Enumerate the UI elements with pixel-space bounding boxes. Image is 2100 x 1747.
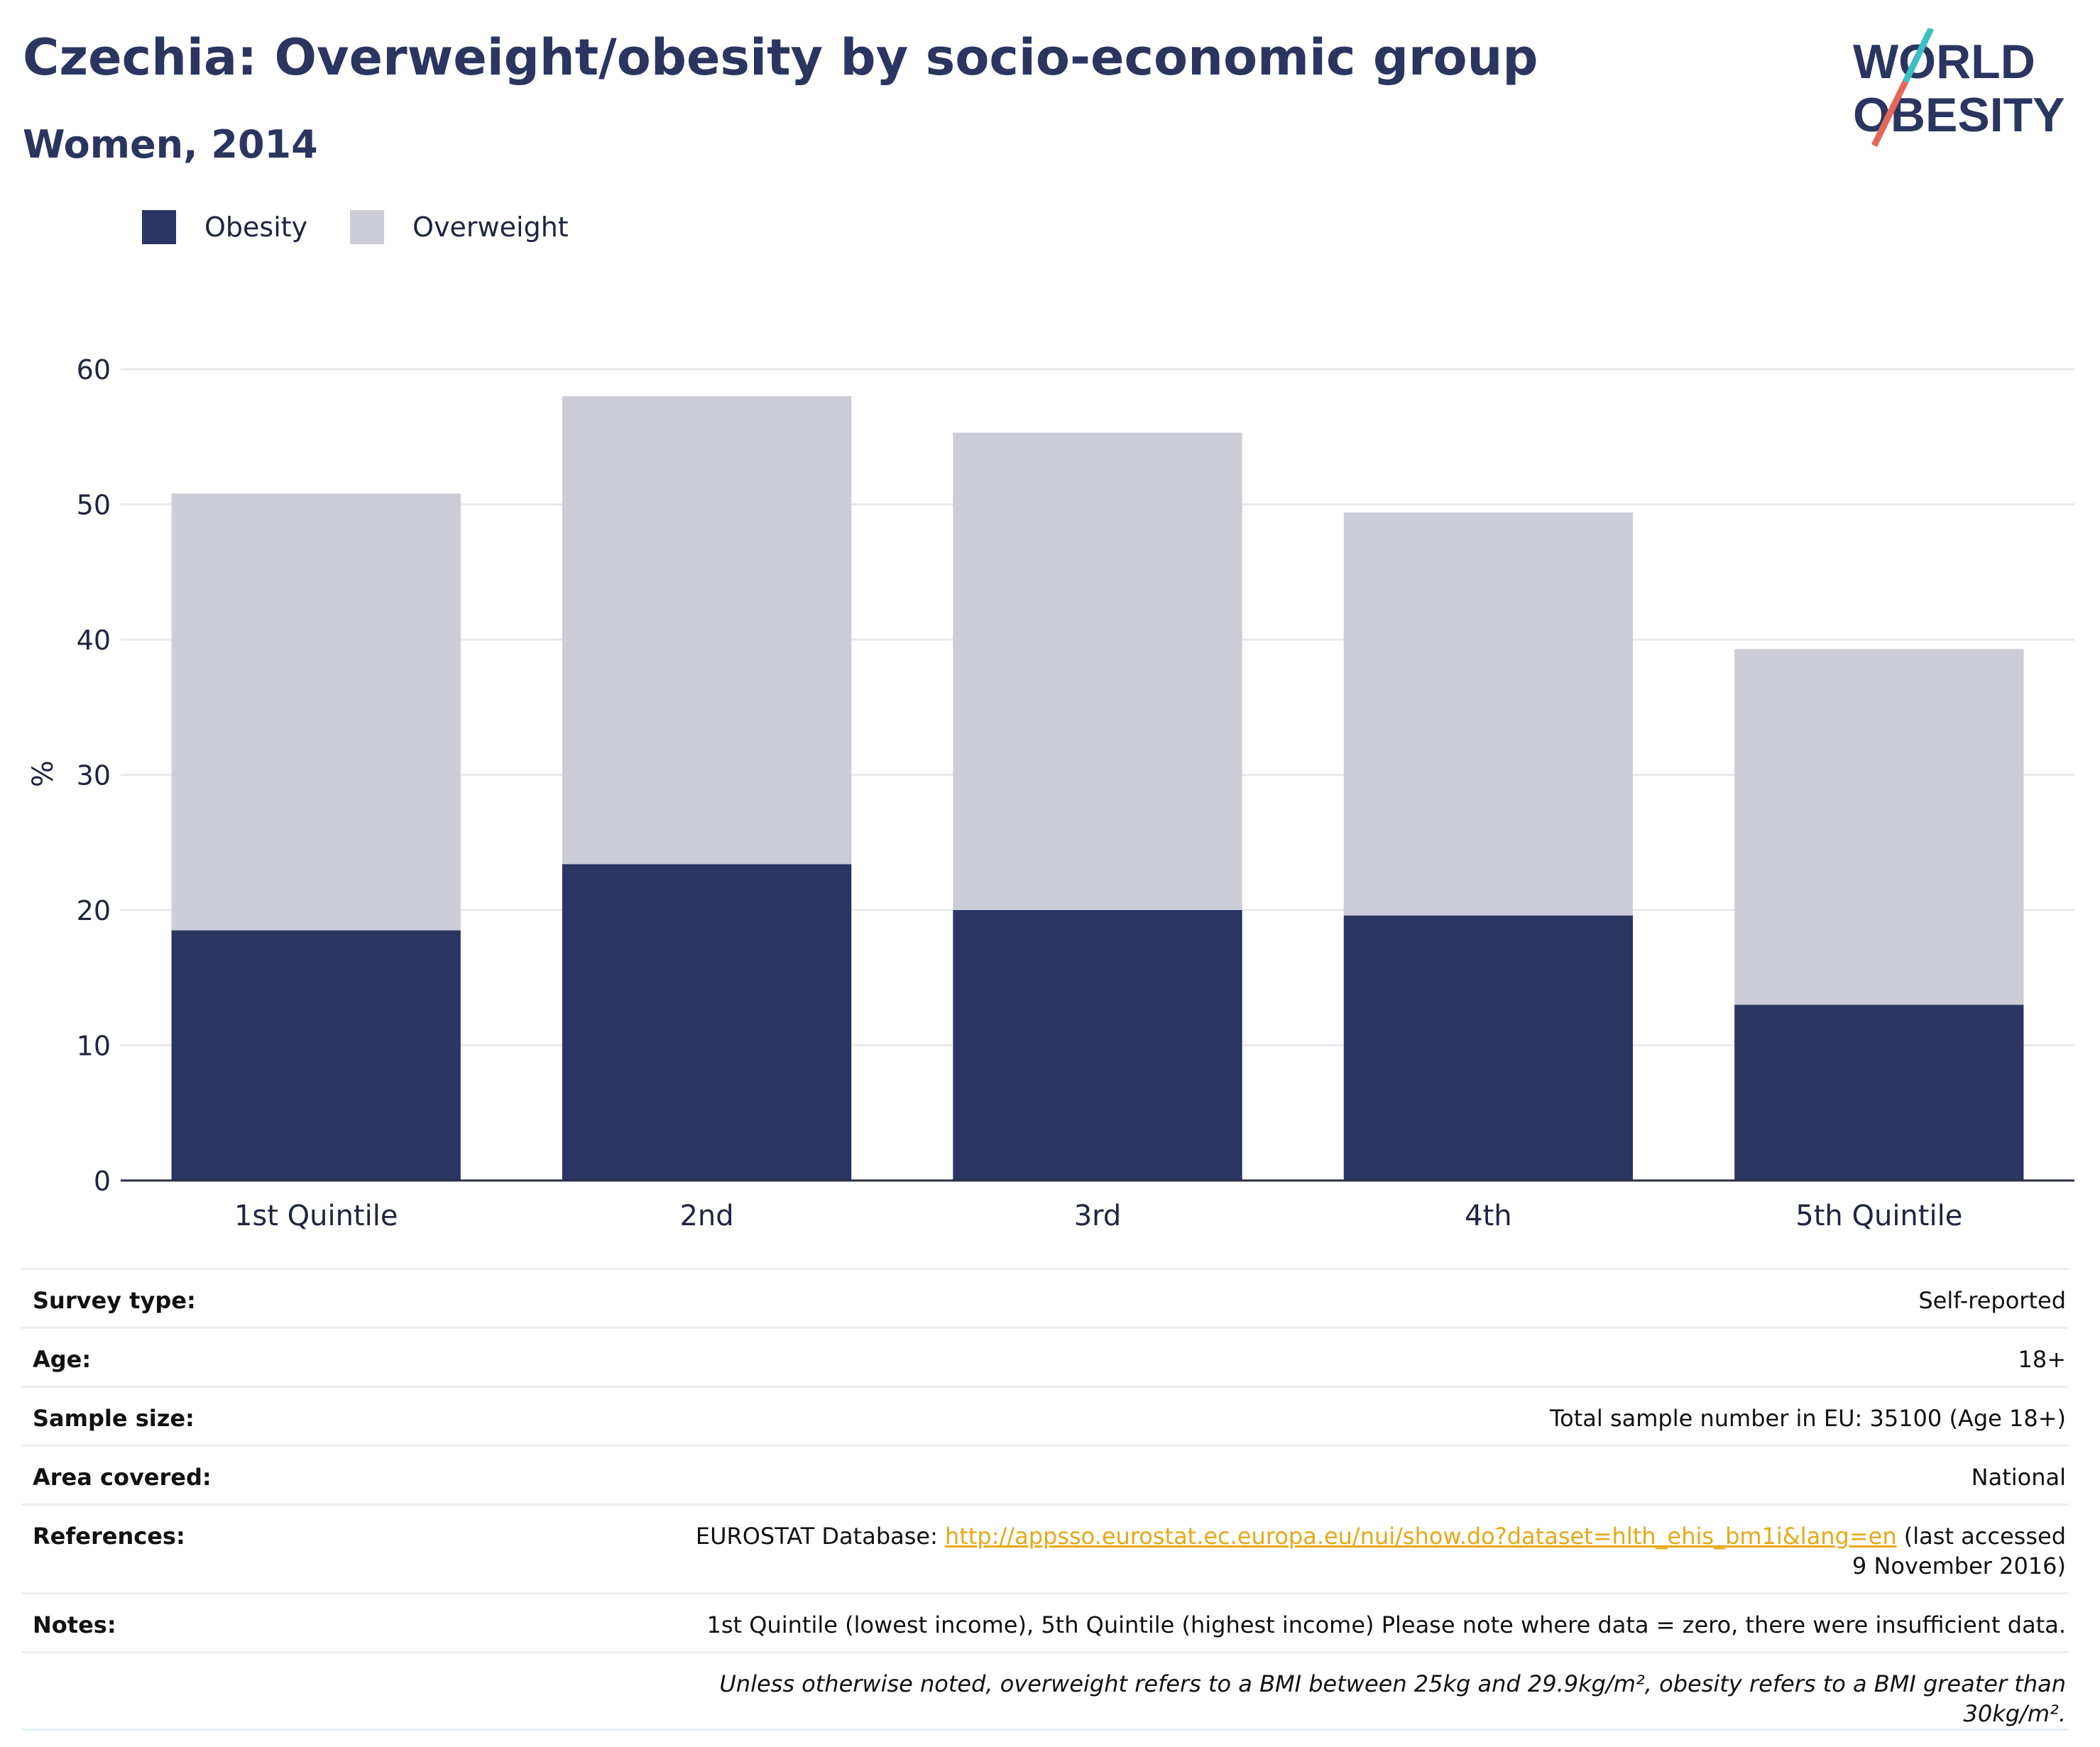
y-axis-label: %: [27, 760, 60, 787]
y-tick-label: 10: [77, 1031, 111, 1062]
chart-subtitle: Women, 2014: [23, 122, 318, 167]
legend-label-obesity: Obesity: [204, 212, 308, 243]
info-label: Notes:: [21, 1592, 674, 1653]
info-value: Self-reported: [674, 1268, 2069, 1328]
legend-item-overweight[interactable]: Overweight: [350, 210, 569, 244]
info-value: 18+: [674, 1327, 2069, 1387]
bar-chart: 0 10 20 30 40 50 60 1st Quintile 2nd 3rd 4th 5th Q…: [27, 354, 2074, 1232]
x-tick-label: 5th Quintile: [1795, 1200, 1962, 1232]
bars: [121, 396, 2074, 1182]
chart-legend: Obesity Overweight: [142, 210, 611, 244]
info-table: Survey type: Self-reported Age: 18+ Samp…: [21, 1268, 2069, 1731]
info-value: Total sample number in EU: 35100 (Age 18…: [674, 1386, 2069, 1446]
logo-teal-slash: [1902, 28, 1935, 83]
info-row-notes: Notes: 1st Quintile (lowest income), 5th…: [21, 1592, 2069, 1653]
info-row-references: References: EUROSTAT Database: http://ap…: [21, 1504, 2069, 1594]
y-tick-label: 30: [77, 760, 111, 792]
bar-obesity-2[interactable]: [562, 864, 852, 1181]
bar-overweight-1[interactable]: [171, 493, 461, 931]
footnote-text: Unless otherwise noted, overweight refer…: [674, 1651, 2069, 1731]
y-tick-label: 50: [77, 490, 111, 521]
legend-swatch-overweight: [350, 210, 385, 244]
reference-suffix: (last accessed 9 November 2016): [1852, 1523, 2066, 1579]
x-tick-label: 1st Quintile: [234, 1200, 398, 1232]
info-row-age: Age: 18+: [21, 1327, 2069, 1387]
x-tick-labels: 1st Quintile 2nd 3rd 4th 5th Quintile: [234, 1200, 1962, 1232]
y-tick-label: 20: [77, 895, 111, 926]
legend-item-obesity[interactable]: Obesity: [142, 210, 307, 244]
info-row-footnote: Unless otherwise noted, overweight refer…: [21, 1651, 2069, 1731]
info-label: Survey type:: [21, 1268, 674, 1328]
y-tick-label: 60: [77, 354, 111, 385]
logo-line2: OBESITY: [1853, 88, 2065, 142]
info-value: National: [674, 1445, 2069, 1505]
info-label: Sample size:: [21, 1386, 674, 1446]
info-label: Age:: [21, 1327, 674, 1387]
legend-swatch-obesity: [142, 210, 176, 244]
logo-coral-slash: [1871, 80, 1909, 147]
info-label: References:: [21, 1504, 674, 1594]
info-value: EUROSTAT Database: http://appsso.eurosta…: [674, 1504, 2069, 1594]
bar-overweight-4[interactable]: [1343, 512, 1634, 916]
reference-prefix: EUROSTAT Database:: [695, 1523, 946, 1550]
info-label-empty: [21, 1651, 674, 1731]
chart-title: Czechia: Overweight/obesity by socio-eco…: [23, 28, 1538, 87]
y-tick-labels: 0 10 20 30 40 50 60: [77, 354, 111, 1197]
bar-overweight-5[interactable]: [1734, 649, 2024, 1005]
logo-line1: WORLD: [1853, 35, 2035, 89]
info-row-sample-size: Sample size: Total sample number in EU: …: [21, 1386, 2069, 1446]
x-tick-label: 3rd: [1074, 1200, 1122, 1232]
y-tick-label: 0: [94, 1166, 111, 1197]
legend-label-overweight: Overweight: [412, 212, 569, 243]
world-obesity-logo: WORLD OBESITY: [1853, 28, 2065, 147]
info-label: Area covered:: [21, 1445, 674, 1505]
info-value: 1st Quintile (lowest income), 5th Quinti…: [674, 1592, 2069, 1653]
y-tick-label: 40: [77, 625, 111, 656]
bar-obesity-1[interactable]: [171, 930, 461, 1181]
x-tick-label: 2nd: [679, 1200, 733, 1232]
bar-overweight-2[interactable]: [562, 396, 852, 865]
bar-obesity-5[interactable]: [1734, 1004, 2024, 1181]
bar-obesity-4[interactable]: [1343, 915, 1634, 1181]
bar-overweight-3[interactable]: [953, 432, 1242, 910]
x-tick-label: 4th: [1465, 1200, 1511, 1232]
info-row-area-covered: Area covered: National: [21, 1445, 2069, 1505]
info-row-survey-type: Survey type: Self-reported: [21, 1268, 2069, 1328]
bar-obesity-3[interactable]: [953, 910, 1242, 1181]
reference-link[interactable]: http://appsso.eurostat.ec.europa.eu/nui/…: [945, 1523, 1897, 1550]
